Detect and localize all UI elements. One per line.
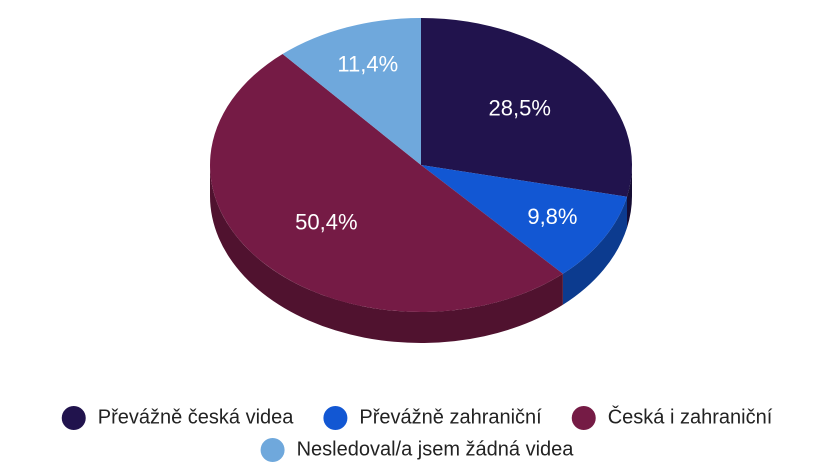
legend-label: Nesledoval/a jsem žádná videa [297,438,575,460]
pie-slice [421,18,632,197]
legend-item: Nesledoval/a jsem žádná videa [260,438,575,462]
pie-slice [282,18,421,165]
legend-swatch [323,406,348,430]
pie-slice [421,165,628,274]
pie-side [562,196,628,305]
legend-label: Převážně zahraniční [359,406,542,428]
data-label: 28,5% [489,96,551,121]
data-label: 50,4% [295,209,357,234]
legend-label: Česká i zahraniční [608,405,773,428]
data-label: 11,4% [337,52,398,77]
legend-item: Převážně zahraniční [323,406,542,430]
legend-item: Česká i zahraniční [571,405,773,430]
legend-swatch [260,438,285,462]
pie-side [627,165,632,228]
legend-item: Převážně česká videa [61,406,295,430]
pie-slice [210,54,563,312]
legend-swatch [571,406,596,430]
legend-label: Převážně česká videa [98,406,295,428]
legend-swatch [61,406,86,430]
pie-side [210,165,563,343]
data-label: 9,8% [527,204,577,229]
